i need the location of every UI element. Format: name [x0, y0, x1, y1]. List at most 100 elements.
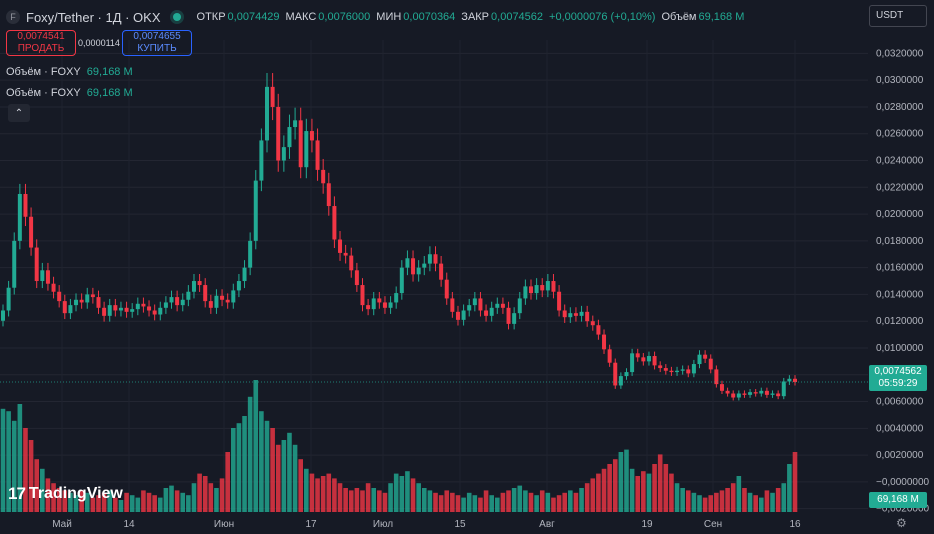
volume-bar — [506, 490, 511, 512]
volume-bar — [292, 444, 298, 512]
volume-bar — [657, 454, 663, 512]
volume-bars — [0, 380, 798, 512]
tradingview-logo-icon: 17 — [8, 484, 26, 503]
candle-body — [309, 131, 314, 141]
volume-bar — [253, 380, 259, 512]
candle-body — [6, 287, 11, 311]
buy-button[interactable]: 0,0074655 КУПИТЬ — [122, 30, 192, 56]
candle-body — [276, 106, 281, 161]
candle-body — [416, 267, 421, 275]
symbol-title[interactable]: Foxy/Tether · 1Д · OKX — [26, 9, 161, 25]
sell-button[interactable]: 0,0074541 ПРОДАТЬ — [6, 30, 76, 56]
candle-body — [371, 298, 376, 310]
candle-body — [45, 270, 50, 284]
candle-body — [203, 285, 208, 302]
volume-bar — [113, 497, 118, 512]
time-tick-label: Сен — [704, 519, 722, 530]
volume-bar — [180, 492, 186, 512]
time-tick-label: Авг — [539, 519, 555, 530]
volume-bar — [90, 497, 96, 512]
volume-bar — [270, 428, 275, 512]
candle-body — [529, 286, 533, 294]
market-status-icon — [172, 13, 181, 21]
candle-body — [388, 302, 393, 308]
price-tick-label: 0,0320000 — [876, 48, 924, 59]
candle-body — [147, 306, 152, 311]
volume-bar — [6, 411, 11, 512]
volume-bar — [208, 483, 214, 512]
close-key: ЗАКР — [461, 11, 490, 23]
settings-gear-icon[interactable]: ⚙ — [896, 516, 907, 530]
volume-bar — [365, 483, 371, 512]
candle-body — [411, 258, 416, 275]
price-tick-label: 0,0260000 — [876, 129, 924, 140]
candle-body — [79, 299, 84, 303]
candle-body — [51, 283, 56, 292]
candle-body — [776, 393, 781, 397]
volume-bar — [556, 495, 562, 512]
candle-body — [691, 364, 696, 374]
volume-bar — [438, 495, 444, 512]
candle-body — [304, 131, 309, 168]
candle-body — [332, 206, 337, 240]
volume-bar — [17, 404, 23, 512]
volume-bar — [163, 488, 169, 512]
volume-bar — [236, 423, 242, 512]
legend-value: 69,168 M — [86, 66, 133, 78]
ohlc-values: ОТКР 0,0074429 МАКС 0,0076000 МИН 0,0070364… — [193, 11, 745, 23]
volume-bar — [573, 492, 579, 512]
volume-bar — [719, 490, 725, 512]
volume-bar — [202, 476, 208, 512]
price-tick-label: 0,0120000 — [876, 316, 924, 327]
volume-bar — [517, 485, 523, 512]
currency-select[interactable]: USDT — [869, 5, 927, 27]
candle-body — [236, 281, 241, 291]
volume-bar — [146, 492, 152, 512]
candle-body — [467, 305, 472, 311]
volume-bar — [624, 449, 629, 512]
volume-legend-1[interactable]: Объём · FOXY 69,168 M — [6, 66, 133, 78]
volume-bar — [56, 488, 62, 512]
low-value: 0,0070364 — [403, 11, 456, 23]
candle-body — [248, 240, 253, 268]
volume-bar — [584, 483, 590, 512]
candle-body — [562, 310, 567, 318]
candle-body — [186, 291, 191, 300]
candle-body — [506, 307, 511, 324]
candle-body — [433, 254, 438, 264]
volume-bar — [360, 490, 365, 512]
candle-body — [298, 120, 303, 168]
volume-bar — [747, 492, 753, 512]
volume-bar — [23, 428, 28, 512]
volume-bar — [523, 490, 528, 512]
volume-legend-2[interactable]: Объём · FOXY 69,168 M — [6, 87, 133, 99]
volume-bar — [45, 478, 51, 512]
candle-body — [731, 393, 736, 398]
candle-body — [152, 310, 157, 315]
candle-body — [641, 357, 646, 362]
candle-body — [135, 303, 140, 310]
candle-body — [225, 299, 230, 303]
volume-bar — [275, 444, 281, 512]
candle-body — [590, 321, 595, 326]
candle-body — [781, 381, 786, 397]
candle-body — [208, 301, 213, 308]
volume-bar — [427, 490, 433, 512]
price-tick-label: 0,0040000 — [876, 423, 924, 434]
volume-bar — [298, 459, 304, 512]
chevron-up-icon[interactable]: ⌃ — [8, 104, 30, 122]
volume-bar — [753, 495, 758, 512]
candle-body — [130, 309, 135, 312]
candle-body — [455, 311, 460, 320]
tradingview-logo[interactable]: 17 TradingView — [8, 484, 123, 504]
candle-body — [40, 270, 45, 282]
volume-bar — [247, 396, 253, 512]
candle-body — [163, 302, 168, 308]
candle-body — [630, 353, 635, 373]
candle-body — [461, 310, 466, 320]
candle-body — [382, 302, 387, 308]
candle-body — [175, 297, 180, 306]
volume-bar — [590, 478, 596, 512]
bar-countdown: 05:59:29 — [878, 378, 918, 389]
